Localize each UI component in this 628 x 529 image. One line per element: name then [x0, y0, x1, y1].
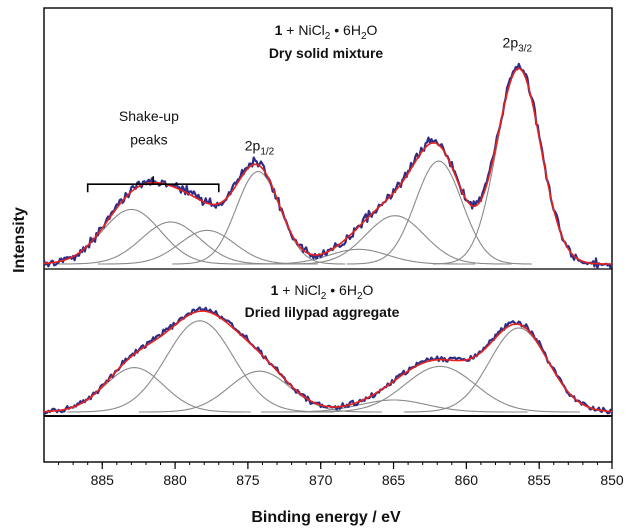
top-panel-title-formula: 1 + NiCl2 • 6H2O: [275, 22, 378, 42]
panel2-component-peak-4: [261, 399, 528, 413]
annotations: Shake-up peaks 2p1/2 2p3/2: [86, 35, 533, 193]
x-axis-label: Binding energy / eV: [251, 509, 401, 526]
x-tick-label-880: 880: [163, 472, 187, 488]
panel1-fit-envelope: [43, 67, 612, 265]
x-tick-label-855: 855: [527, 472, 551, 488]
panel1-component-peak-8: [432, 68, 607, 265]
panel2-component-peak-6: [403, 327, 613, 413]
shake-up-bracket: [86, 176, 220, 193]
x-tick-label-865: 865: [382, 472, 406, 488]
panel1-component-peak-7: [346, 160, 532, 265]
panel2-fit-envelope: [44, 310, 613, 413]
panel1-annotation-2: peaks: [130, 131, 167, 147]
panel1-annotation-1: Shake-up: [119, 108, 179, 124]
fit-envelopes: [43, 67, 613, 413]
bottom-panel-title-formula: 1 + NiCl2 • 6H2O: [271, 282, 374, 302]
x-axis-ticks: 885 880 875 870 865 860 855 850: [58, 462, 624, 488]
top-panel-title-sample: Dry solid mixture: [269, 45, 384, 61]
y-axis-label: Intensity: [11, 207, 28, 273]
panel1-annotation-3: 2p1/2: [245, 138, 275, 158]
panel1-component-peak-4: [172, 171, 346, 265]
x-tick-label-870: 870: [309, 472, 333, 488]
plot-frame: [43, 7, 613, 463]
panel1-annotation-4: 2p3/2: [503, 35, 533, 55]
x-tick-label-850: 850: [600, 472, 624, 488]
panel1-component-peak-2: [55, 221, 288, 265]
x-tick-label-885: 885: [91, 472, 115, 488]
x-tick-label-860: 860: [455, 472, 479, 488]
panel1-component-peak-5: [243, 248, 476, 265]
x-tick-label-875: 875: [236, 472, 260, 488]
panel1-component-peak-6: [279, 215, 512, 265]
bottom-panel-title-sample: Dried lilypad aggregate: [245, 304, 400, 320]
panel1-measured-spectrum: [42, 62, 614, 270]
panel2-component-peak-5: [301, 365, 580, 413]
panel2-measured-spectrum: [43, 306, 613, 415]
compound-number: 1: [275, 22, 283, 38]
panel2-component-peak-2: [67, 320, 334, 413]
